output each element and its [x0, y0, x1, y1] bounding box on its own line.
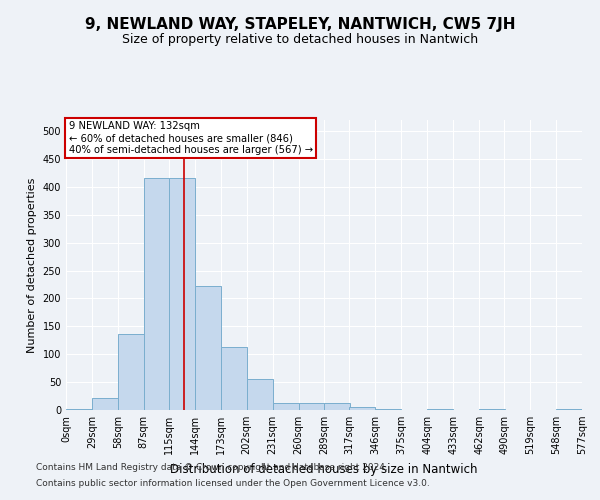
Bar — [556, 409, 582, 410]
Bar — [195, 286, 221, 410]
Bar — [66, 409, 92, 410]
Y-axis label: Number of detached properties: Number of detached properties — [27, 178, 37, 352]
Text: Contains public sector information licensed under the Open Government Licence v3: Contains public sector information licen… — [36, 478, 430, 488]
Text: Size of property relative to detached houses in Nantwich: Size of property relative to detached ho… — [122, 32, 478, 46]
Bar — [299, 403, 325, 410]
Bar — [144, 178, 170, 410]
Bar — [221, 347, 247, 410]
Bar — [376, 409, 401, 410]
Bar — [118, 334, 144, 410]
Text: 9, NEWLAND WAY, STAPELEY, NANTWICH, CW5 7JH: 9, NEWLAND WAY, STAPELEY, NANTWICH, CW5 … — [85, 18, 515, 32]
Text: 9 NEWLAND WAY: 132sqm
← 60% of detached houses are smaller (846)
40% of semi-det: 9 NEWLAND WAY: 132sqm ← 60% of detached … — [68, 122, 313, 154]
Bar — [169, 178, 195, 410]
Bar — [92, 398, 118, 410]
Bar — [247, 380, 272, 410]
Bar — [272, 404, 299, 410]
X-axis label: Distribution of detached houses by size in Nantwich: Distribution of detached houses by size … — [170, 462, 478, 475]
Bar — [349, 406, 376, 410]
Bar — [427, 409, 453, 410]
Bar — [479, 409, 505, 410]
Text: Contains HM Land Registry data © Crown copyright and database right 2024.: Contains HM Land Registry data © Crown c… — [36, 464, 388, 472]
Bar — [325, 403, 350, 410]
